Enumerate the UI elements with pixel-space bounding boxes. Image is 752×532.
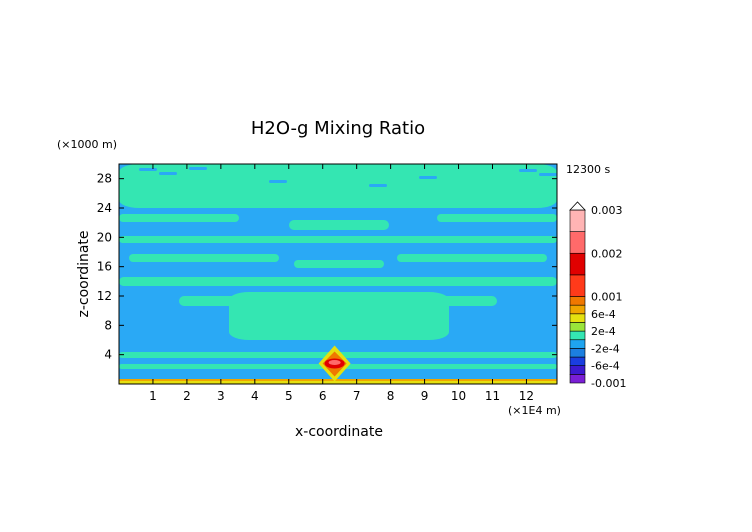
y-tick-label: 4 xyxy=(104,348,112,362)
colorbar-segment xyxy=(569,356,586,366)
x-axis-label: x-coordinate xyxy=(295,424,383,440)
contour-band xyxy=(539,173,557,176)
y-unit-label: (×1000 m) xyxy=(57,138,117,151)
y-tick-label: 8 xyxy=(104,318,112,332)
colorbar-label: 0.002 xyxy=(591,247,623,260)
contour-band xyxy=(119,277,557,286)
contour-band xyxy=(119,164,557,208)
x-tick-label: 3 xyxy=(217,389,225,403)
x-tick-label: 6 xyxy=(319,389,327,403)
colorbar-label: 2e-4 xyxy=(591,325,616,338)
contour-band xyxy=(289,220,389,230)
colorbar-label: -6e-4 xyxy=(591,360,620,373)
y-tick-label: 12 xyxy=(97,289,112,303)
contour-band xyxy=(269,197,409,205)
time-label: 12300 s xyxy=(566,163,610,176)
contour-band xyxy=(419,176,437,179)
x-tick-label: 4 xyxy=(251,389,259,403)
contour-band xyxy=(119,191,199,197)
chart-title: H2O-g Mixing Ratio xyxy=(251,118,425,139)
y-axis-label: z-coordinate xyxy=(76,230,92,317)
x-unit-label: (×1E4 m) xyxy=(508,404,561,417)
x-tick-label: 1 xyxy=(149,389,157,403)
x-tick-label: 11 xyxy=(485,389,500,403)
contour-band xyxy=(119,236,557,243)
contour-band xyxy=(437,214,557,222)
colorbar-segment xyxy=(569,365,586,375)
contour-band xyxy=(119,214,239,222)
y-tick-label: 20 xyxy=(97,230,112,244)
contour-band xyxy=(369,184,387,187)
colorbar-label: -0.001 xyxy=(591,377,626,390)
y-tick-label: 16 xyxy=(97,260,112,274)
x-tick-label: 12 xyxy=(519,389,534,403)
contour-band xyxy=(294,260,384,268)
x-tick-label: 5 xyxy=(285,389,293,403)
contour-band xyxy=(189,167,207,170)
x-tick-label: 9 xyxy=(421,389,429,403)
contour-band xyxy=(519,169,537,172)
contour-band xyxy=(129,254,279,262)
colorbar-segment xyxy=(569,348,586,358)
contour-band xyxy=(397,254,547,262)
colorbar: -0.001 -6e-4 -2e-4 2e-4 6e-4 0.001 0.002 0.003 xyxy=(569,201,626,390)
colorbar-segment xyxy=(569,322,586,332)
feature-contour xyxy=(328,359,341,365)
plot-frame xyxy=(118,163,558,385)
x-tick-label: 10 xyxy=(451,389,466,403)
x-tick-label: 2 xyxy=(183,389,191,403)
x-axis-ticks: 1 2 3 4 5 6 7 8 9 10 11 12 xyxy=(149,164,534,403)
colorbar-segment xyxy=(569,274,586,297)
contour-feature xyxy=(318,345,351,382)
colorbar-segment xyxy=(569,296,586,306)
colorbar-label: -2e-4 xyxy=(591,342,620,355)
colorbar-segment xyxy=(569,209,586,232)
colorbar-segment xyxy=(569,339,586,349)
contour-band xyxy=(139,168,157,171)
y-tick-label: 28 xyxy=(97,172,112,186)
colorbar-label: 0.001 xyxy=(591,291,623,304)
contour-band xyxy=(269,180,287,183)
y-axis-ticks: 4 8 12 16 20 24 28 xyxy=(97,172,557,362)
colorbar-segment xyxy=(569,330,586,341)
plot-area xyxy=(118,163,558,385)
contour-bands xyxy=(119,164,557,384)
colorbar-segment xyxy=(569,304,586,315)
x-tick-label: 7 xyxy=(353,389,361,403)
colorbar-label: 6e-4 xyxy=(591,308,616,321)
colorbar-segment xyxy=(569,374,586,384)
x-tick-label: 8 xyxy=(387,389,395,403)
colorbar-segment xyxy=(569,313,586,323)
contour-band xyxy=(229,292,449,340)
colorbar-segment xyxy=(569,252,586,276)
contour-band xyxy=(477,191,557,197)
colorbar-label: 0.003 xyxy=(591,204,623,217)
y-tick-label: 24 xyxy=(97,201,112,215)
contour-band xyxy=(159,172,177,175)
colorbar-extend-arrow xyxy=(569,201,586,211)
colorbar-segment xyxy=(569,231,586,254)
surface-layer xyxy=(119,381,557,384)
